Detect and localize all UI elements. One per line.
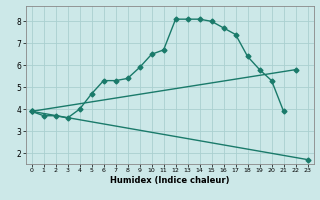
X-axis label: Humidex (Indice chaleur): Humidex (Indice chaleur) (110, 176, 229, 185)
